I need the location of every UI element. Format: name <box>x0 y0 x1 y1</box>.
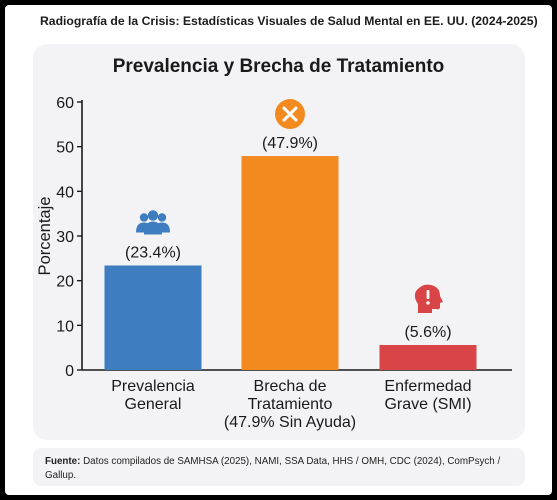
y-tick-label: 60 <box>56 95 74 112</box>
chart-title: Prevalencia y Brecha de Tratamiento <box>112 56 445 77</box>
bar <box>379 344 477 370</box>
data-label: (23.4%) <box>125 244 181 261</box>
y-tick-label: 10 <box>56 318 74 335</box>
bar <box>241 156 339 370</box>
y-tick-label: 20 <box>56 274 74 291</box>
head-alert-icon <box>414 284 443 313</box>
x-tick-label: Brecha de <box>254 378 327 395</box>
chart-bars <box>104 156 477 370</box>
x-tick-label: Prevalencia <box>111 378 195 395</box>
bar-chart: 0 10 20 30 40 50 60 Porcentaje (23.4%) Prevalenc… <box>36 95 512 431</box>
source-footer: Fuente: Datos compilados de SAMHSA (2025… <box>33 448 525 486</box>
people-group-icon <box>136 210 170 235</box>
y-axis-label: Porcentaje <box>36 197 54 276</box>
x-tick-label: (47.9% Sin Ayuda) <box>224 414 356 431</box>
data-label: (5.6%) <box>404 324 451 341</box>
x-tick-label: General <box>125 396 182 413</box>
y-tick-label: 40 <box>56 184 74 201</box>
x-tick-label: Tratamiento <box>248 396 333 413</box>
chart-icons <box>136 99 443 313</box>
source-label: Fuente: <box>45 456 81 467</box>
source-text: Fuente: Datos compilados de SAMHSA (2025… <box>45 455 515 483</box>
x-circle-icon <box>275 99 305 130</box>
data-label: (47.9%) <box>262 135 318 152</box>
page-title: Radiografía de la Crisis: Estadísticas V… <box>40 14 538 28</box>
source-value: Datos compilados de SAMHSA (2025), NAMI,… <box>45 456 501 481</box>
y-tick-label: 50 <box>56 140 74 157</box>
bar <box>104 265 202 370</box>
y-tick-label: 30 <box>56 229 74 246</box>
x-tick-label: Grave (SMI) <box>384 396 471 413</box>
x-tick-label: Enfermedad <box>384 378 471 395</box>
y-tick-label: 0 <box>65 363 74 380</box>
